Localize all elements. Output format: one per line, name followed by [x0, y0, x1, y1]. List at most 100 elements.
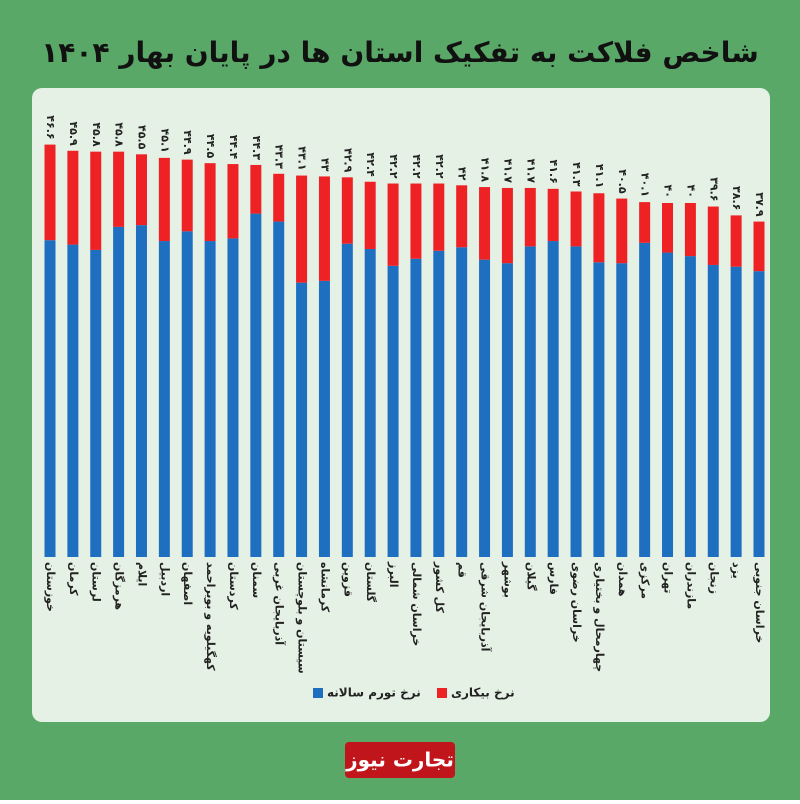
bar-segment [341, 177, 353, 244]
bar-segment [707, 206, 719, 265]
x-tick-label: تهران [662, 562, 675, 593]
bar-segment [387, 265, 399, 557]
x-tick-label: کل کشور [433, 561, 446, 613]
bar-segment [90, 151, 102, 250]
x-tick-label: آذربایجان شرقی [479, 562, 493, 652]
bar-segment [204, 241, 216, 557]
bar-segment [410, 258, 422, 557]
bar-segment [730, 215, 742, 267]
legend-label: نرخ بیکاری [451, 686, 515, 700]
bar-segment [433, 250, 445, 558]
x-tick-label: خراسان رضوی [570, 562, 583, 643]
x-tick-label: ایلام [135, 562, 148, 586]
bar-segment [753, 271, 765, 557]
x-tick-label: زنجان [707, 562, 720, 594]
x-tick-label: سمنان [250, 562, 263, 598]
x-tick-label: یزد [730, 562, 743, 579]
x-tick-label: کردستان [227, 562, 240, 610]
bar-segment [547, 188, 559, 242]
bar-segment [44, 240, 56, 558]
total-label: ۴۳.۱ [296, 146, 309, 170]
bar-segment [273, 221, 285, 557]
bar-segment [67, 150, 79, 245]
bar-segment [593, 193, 605, 263]
bar-segment [250, 164, 262, 214]
x-tick-label: خراسان شمالی [410, 562, 423, 646]
bar-segment [662, 252, 674, 557]
brand-box [345, 742, 455, 778]
total-label: ۳۸.۶ [730, 186, 743, 210]
total-label: ۴۵.۹ [67, 121, 80, 146]
bar-segment [433, 183, 445, 251]
bar-segment [593, 262, 605, 557]
bar-segment [501, 263, 513, 557]
legend-label: نرخ تورم سالانه [327, 686, 421, 701]
x-tick-label: گیلان [524, 562, 537, 591]
total-label: ۴۴.۹ [181, 130, 194, 155]
total-label: ۴۲ [456, 167, 469, 181]
bar-segment [341, 243, 353, 557]
bar-segment [135, 154, 147, 226]
x-tick-label: سیستان و بلوچستان [296, 562, 309, 674]
bar-segment [250, 213, 262, 557]
x-tick-label: چهارمحال و بختیاری [593, 562, 606, 672]
bar-segment [135, 225, 147, 557]
total-label: ۴۱.۷ [524, 159, 537, 184]
x-tick-label: لرستان [90, 562, 103, 602]
bar-segment [387, 183, 399, 266]
legend-swatch [437, 688, 447, 698]
bar-segment [181, 231, 193, 557]
x-tick-label: قزوین [341, 562, 354, 597]
total-label: ۴۱.۱ [593, 164, 606, 188]
bar-segment [570, 191, 582, 247]
bar-segment [524, 246, 536, 558]
total-label: ۴۵.۸ [90, 122, 103, 147]
bar-segment [639, 202, 651, 243]
chart-title: شاخص فلاکت به تفکیک استان ها در پایان به… [41, 36, 759, 69]
total-label: ۴۱.۸ [479, 158, 492, 183]
total-label: ۴۲.۴ [364, 152, 377, 177]
bar-segment [662, 203, 674, 253]
total-label: ۴۴.۳ [250, 136, 263, 161]
total-label: ۳۹.۶ [707, 177, 720, 201]
bar-segment [318, 176, 330, 281]
bar-segment [67, 244, 79, 557]
x-tick-label: مرکزی [639, 562, 652, 599]
bar-segment [707, 264, 719, 557]
total-label: ۴۴.۴ [227, 135, 240, 160]
x-tick-label: گلستان [364, 562, 377, 603]
x-tick-label: کهگیلویه و بویراحمد [204, 562, 217, 671]
bar-segment [113, 151, 125, 227]
total-label: ۴۳ [318, 158, 331, 172]
x-tick-label: هرمزگان [113, 562, 126, 610]
total-label: ۴۵.۵ [135, 125, 148, 150]
bar-segment [684, 256, 696, 557]
total-label: ۴۰ [684, 185, 697, 198]
bar-segment [181, 159, 193, 232]
bar-segment [204, 163, 216, 242]
total-label: ۴۰ [662, 185, 675, 198]
x-tick-label: همدان [616, 562, 629, 597]
bar-segment [753, 221, 765, 272]
bar-segment [227, 238, 239, 557]
bar-segment [524, 187, 536, 247]
bar-segment [616, 198, 628, 264]
x-tick-label: البرز [387, 561, 400, 588]
total-label: ۴۴.۵ [204, 134, 217, 159]
total-label: ۴۳.۳ [273, 144, 286, 169]
total-label: ۳۷.۹ [753, 192, 766, 217]
bar-segment [501, 187, 513, 264]
x-tick-label: فارس [547, 562, 560, 595]
bar-segment [479, 259, 491, 557]
x-tick-label: خراسان جنوبی [753, 562, 766, 643]
bar-segment [639, 242, 651, 557]
bar-segment [410, 183, 422, 259]
panel [32, 88, 770, 722]
bar-segment [730, 266, 742, 557]
x-tick-label: آذربایجان غربی [273, 562, 287, 645]
bar-segment [90, 249, 102, 557]
brand: تجارت نیوز [345, 748, 454, 772]
total-label: ۴۶.۶ [44, 115, 57, 139]
bar-segment [456, 247, 468, 557]
